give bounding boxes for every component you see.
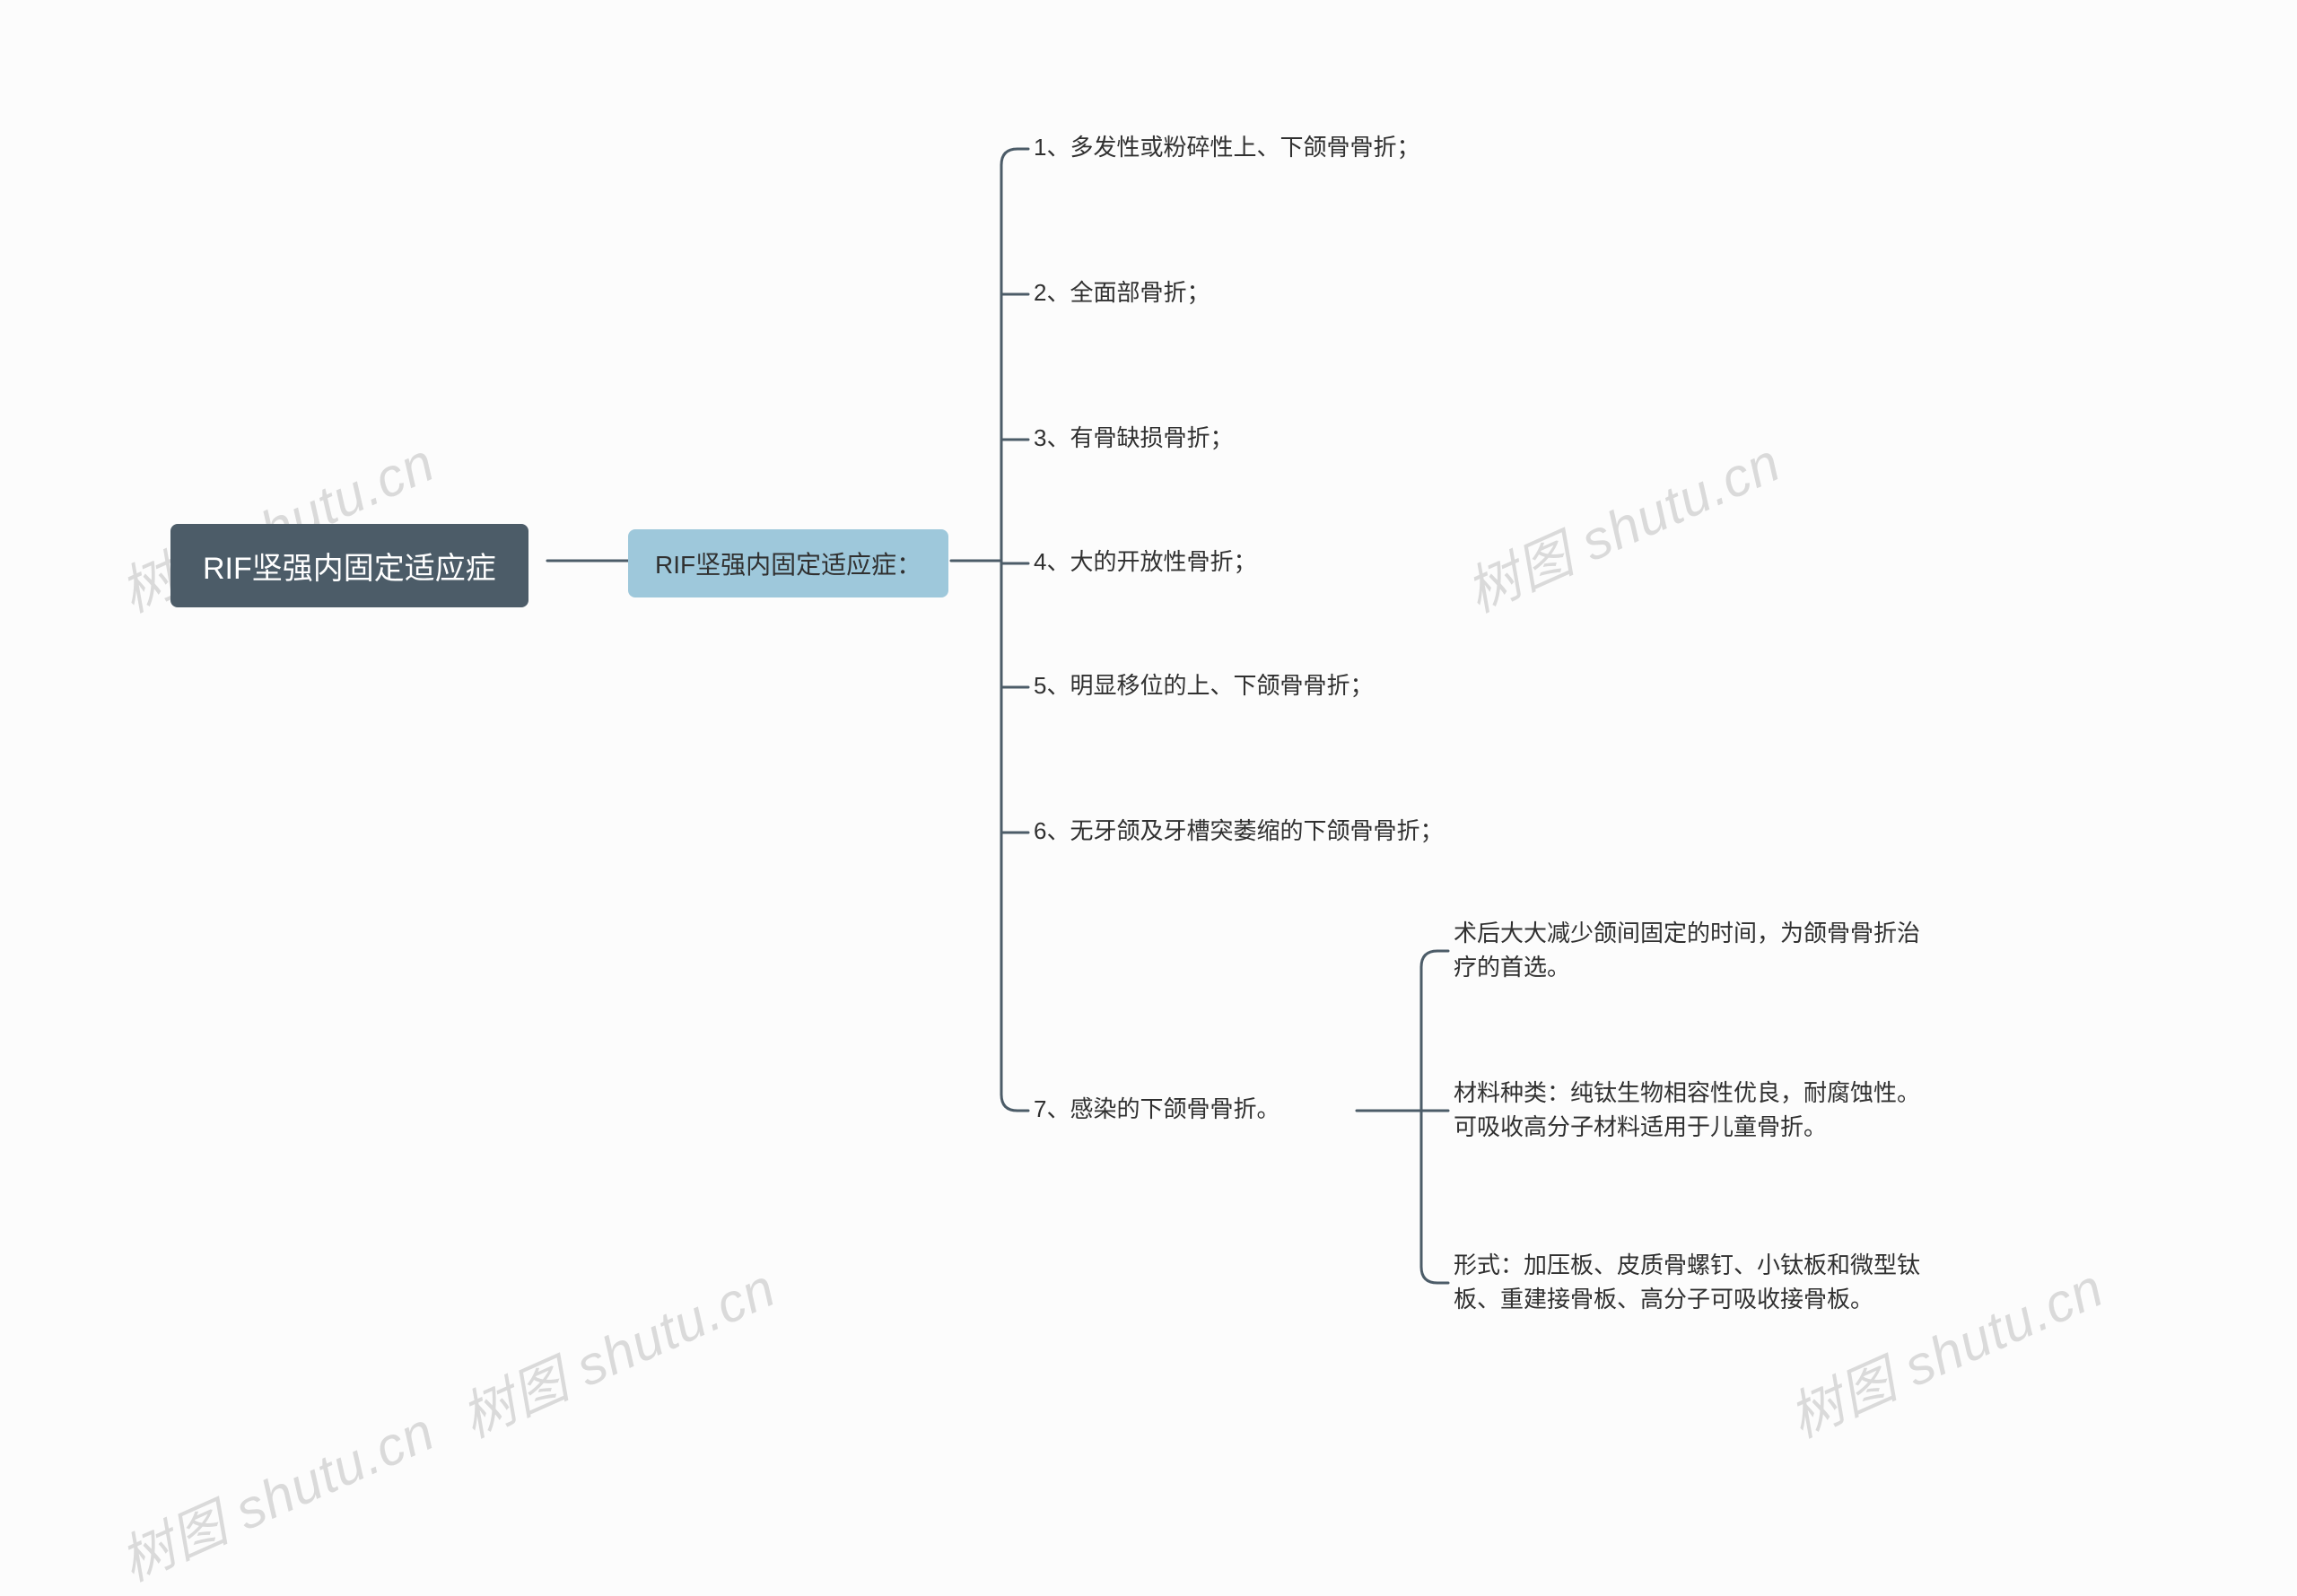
watermark: 树图 shutu.cn bbox=[447, 1245, 786, 1453]
subitem-label: 材料种类：纯钛生物相容性优良，耐腐蚀性。可吸收高分子材料适用于儿童骨折。 bbox=[1454, 1079, 1920, 1140]
subitem-label: 形式：加压板、皮质骨螺钉、小钛板和微型钛板、重建接骨板、高分子可吸收接骨板。 bbox=[1454, 1252, 1920, 1313]
item-node[interactable]: 6、无牙颌及牙槽突萎缩的下颌骨骨折； bbox=[1034, 815, 1536, 849]
sub-node[interactable]: RIF坚强内固定适应症： bbox=[628, 529, 948, 597]
watermark: 树图 shutu.cn bbox=[106, 1389, 445, 1596]
item-label: 7、感染的下颌骨骨折。 bbox=[1034, 1095, 1280, 1122]
subitem-node[interactable]: 术后大大减少颌间固定的时间，为颌骨骨折治疗的首选。 bbox=[1454, 917, 1938, 984]
root-node[interactable]: RIF坚强内固定适应症 bbox=[170, 524, 528, 607]
item-label: 5、明显移位的上、下颌骨骨折； bbox=[1034, 672, 1373, 699]
item-node[interactable]: 2、全面部骨折； bbox=[1034, 276, 1536, 310]
item-node[interactable]: 1、多发性或粉碎性上、下颌骨骨折； bbox=[1034, 131, 1536, 165]
subitem-node[interactable]: 形式：加压板、皮质骨螺钉、小钛板和微型钛板、重建接骨板、高分子可吸收接骨板。 bbox=[1454, 1249, 1938, 1316]
item-label: 3、有骨缺损骨折； bbox=[1034, 424, 1233, 451]
item-node[interactable]: 4、大的开放性骨折； bbox=[1034, 545, 1536, 580]
item-node[interactable]: 5、明显移位的上、下颌骨骨折； bbox=[1034, 669, 1536, 703]
mindmap-canvas: 树图 shutu.cn 树图 shutu.cn 树图 shutu.cn 树图 s… bbox=[0, 0, 2297, 1450]
subitem-label: 术后大大减少颌间固定的时间，为颌骨骨折治疗的首选。 bbox=[1454, 920, 1920, 981]
item-label: 1、多发性或粉碎性上、下颌骨骨折； bbox=[1034, 134, 1419, 161]
subitem-node[interactable]: 材料种类：纯钛生物相容性优良，耐腐蚀性。可吸收高分子材料适用于儿童骨折。 bbox=[1454, 1077, 1938, 1144]
item-label: 2、全面部骨折； bbox=[1034, 279, 1210, 306]
connectors-svg bbox=[0, 0, 2297, 1450]
item-label: 4、大的开放性骨折； bbox=[1034, 548, 1256, 575]
root-label: RIF坚强内固定适应症 bbox=[203, 552, 496, 586]
item-label: 6、无牙颌及牙槽突萎缩的下颌骨骨折； bbox=[1034, 817, 1443, 844]
sub-label: RIF坚强内固定适应症： bbox=[655, 551, 921, 579]
item-node[interactable]: 7、感染的下颌骨骨折。 bbox=[1034, 1093, 1357, 1127]
item-node[interactable]: 3、有骨缺损骨折； bbox=[1034, 422, 1536, 456]
